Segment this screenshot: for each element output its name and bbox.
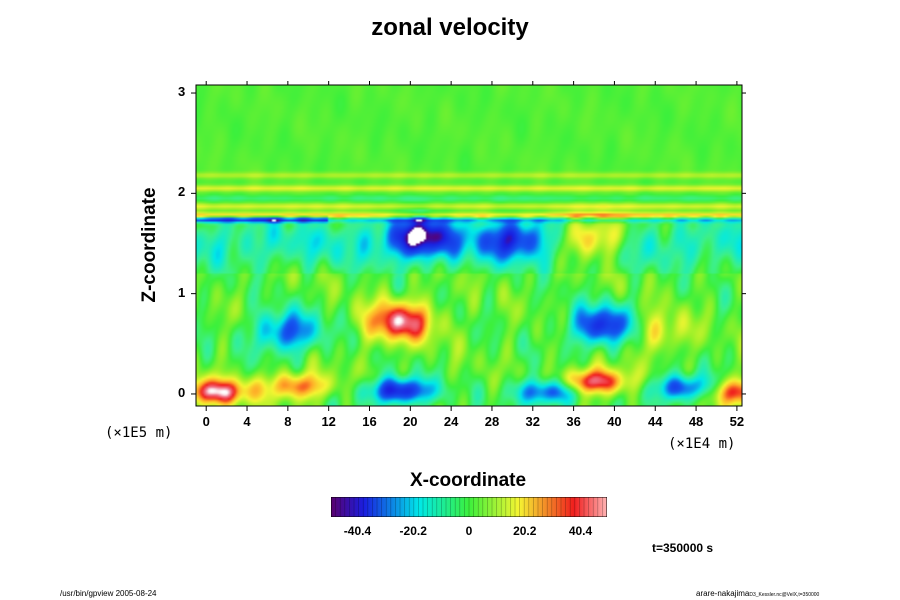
x-tick-label: 12 <box>321 414 336 429</box>
colorbar-tick-label: -20.2 <box>399 524 427 538</box>
y-tick-marks <box>191 92 746 395</box>
footer-source: D3_Kessler.nc@VelX,t=350000 <box>749 592 820 598</box>
x-tick-label: 48 <box>688 414 704 429</box>
x-axis-label: X-coordinate <box>409 470 527 491</box>
footer-right-text: arare-nakajimaD3_Kessler.nc@VelX,t=35000… <box>696 589 819 598</box>
x-tick-label: 24 <box>443 414 459 429</box>
colorbar-tick-label: 40.4 <box>568 524 593 538</box>
y-tick-label: 2 <box>178 184 186 200</box>
velocity-field-image <box>196 85 742 406</box>
x-tick-label: 0 <box>202 414 210 429</box>
footer-author: arare-nakajima <box>696 589 750 598</box>
x-tick-label: 28 <box>484 414 500 429</box>
x-tick-label: 20 <box>403 414 418 429</box>
y-tick-label: 0 <box>178 384 186 400</box>
x-tick-label: 40 <box>607 414 622 429</box>
plot-frame <box>195 84 743 407</box>
colorbar-tick-label: -40.4 <box>343 524 372 538</box>
y-axis-label: Z-coordinate <box>139 187 160 303</box>
x-axis-scale-label: (×1E4 m) <box>668 436 736 452</box>
x-tick-marks <box>205 81 738 411</box>
colorbar <box>331 497 607 517</box>
x-tick-label: 8 <box>284 414 292 429</box>
y-tick-label: 3 <box>178 84 186 100</box>
footer-left-text: /usr/bin/gpview 2005-08-24 <box>60 589 157 598</box>
time-stamp: t=350000 s <box>652 541 714 555</box>
x-tick-label: 4 <box>243 414 251 429</box>
x-tick-label: 44 <box>648 414 663 429</box>
y-axis-scale-label: (×1E5 m) <box>105 425 173 441</box>
x-tick-label: 32 <box>525 414 541 429</box>
x-tick-label: 16 <box>362 414 377 429</box>
x-tick-label: 36 <box>566 414 581 429</box>
x-tick-label: 52 <box>729 414 745 429</box>
colorbar-tick-label: 0 <box>465 524 473 538</box>
colorbar-tick-label: 20.2 <box>513 524 537 538</box>
chart-title: zonal velocity <box>371 14 529 41</box>
y-tick-label: 1 <box>178 284 186 300</box>
